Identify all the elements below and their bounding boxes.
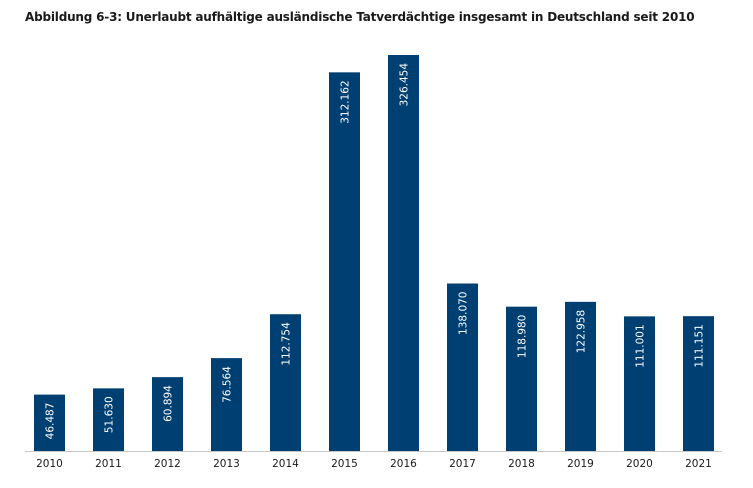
x-tick-label-2010: 2010	[36, 458, 63, 470]
value-label-2017: 138.070	[458, 292, 470, 335]
x-tick-label-2018: 2018	[508, 458, 535, 470]
bar-2021	[683, 316, 714, 451]
x-tick-label-2021: 2021	[685, 458, 712, 470]
x-tick-label-2012: 2012	[154, 458, 181, 470]
chart-title: Abbildung 6-3: Unerlaubt aufhältige ausl…	[25, 10, 695, 24]
x-tick-label-2019: 2019	[567, 458, 594, 470]
x-tick-label-2013: 2013	[213, 458, 240, 470]
bar-2016	[388, 55, 419, 451]
x-tick-label-2017: 2017	[449, 458, 476, 470]
value-label-2014: 112.754	[281, 322, 293, 366]
bars-group	[34, 55, 714, 451]
x-tick-label-2011: 2011	[95, 458, 122, 470]
x-tick-labels-group: 2010 2011 2012 2013 2014 2015 2016 2017 2018 2019…	[36, 458, 712, 470]
value-label-2011: 51.630	[104, 396, 116, 433]
bar-2011	[93, 388, 124, 451]
value-label-2021: 111.151	[694, 324, 706, 367]
bar-2018	[506, 306, 537, 451]
value-label-2013: 76.564	[222, 366, 234, 403]
value-labels-group: 46.487 51.630 60.894 76.564 112.754 312.162 32…	[45, 63, 706, 440]
value-label-2012: 60.894	[163, 385, 175, 422]
x-tick-label-2016: 2016	[390, 458, 417, 470]
bar-2013	[211, 358, 242, 451]
value-label-2018: 118.980	[517, 315, 529, 358]
bar-2020	[624, 316, 655, 451]
value-label-2019: 122.958	[576, 310, 588, 353]
bar-2019	[565, 301, 596, 451]
bar-2010	[34, 394, 65, 451]
x-tick-label-2020: 2020	[626, 458, 653, 470]
value-label-2010: 46.487	[45, 403, 57, 440]
bar-2017	[447, 283, 478, 451]
value-label-2020: 111.001	[635, 324, 647, 367]
bar-2015	[329, 72, 360, 451]
value-label-2016: 326.454	[399, 63, 411, 107]
x-tick-label-2014: 2014	[272, 458, 299, 470]
bar-2012	[152, 377, 183, 451]
bar-2014	[270, 314, 301, 451]
value-label-2015: 312.162	[340, 80, 352, 123]
x-tick-label-2015: 2015	[331, 458, 358, 470]
